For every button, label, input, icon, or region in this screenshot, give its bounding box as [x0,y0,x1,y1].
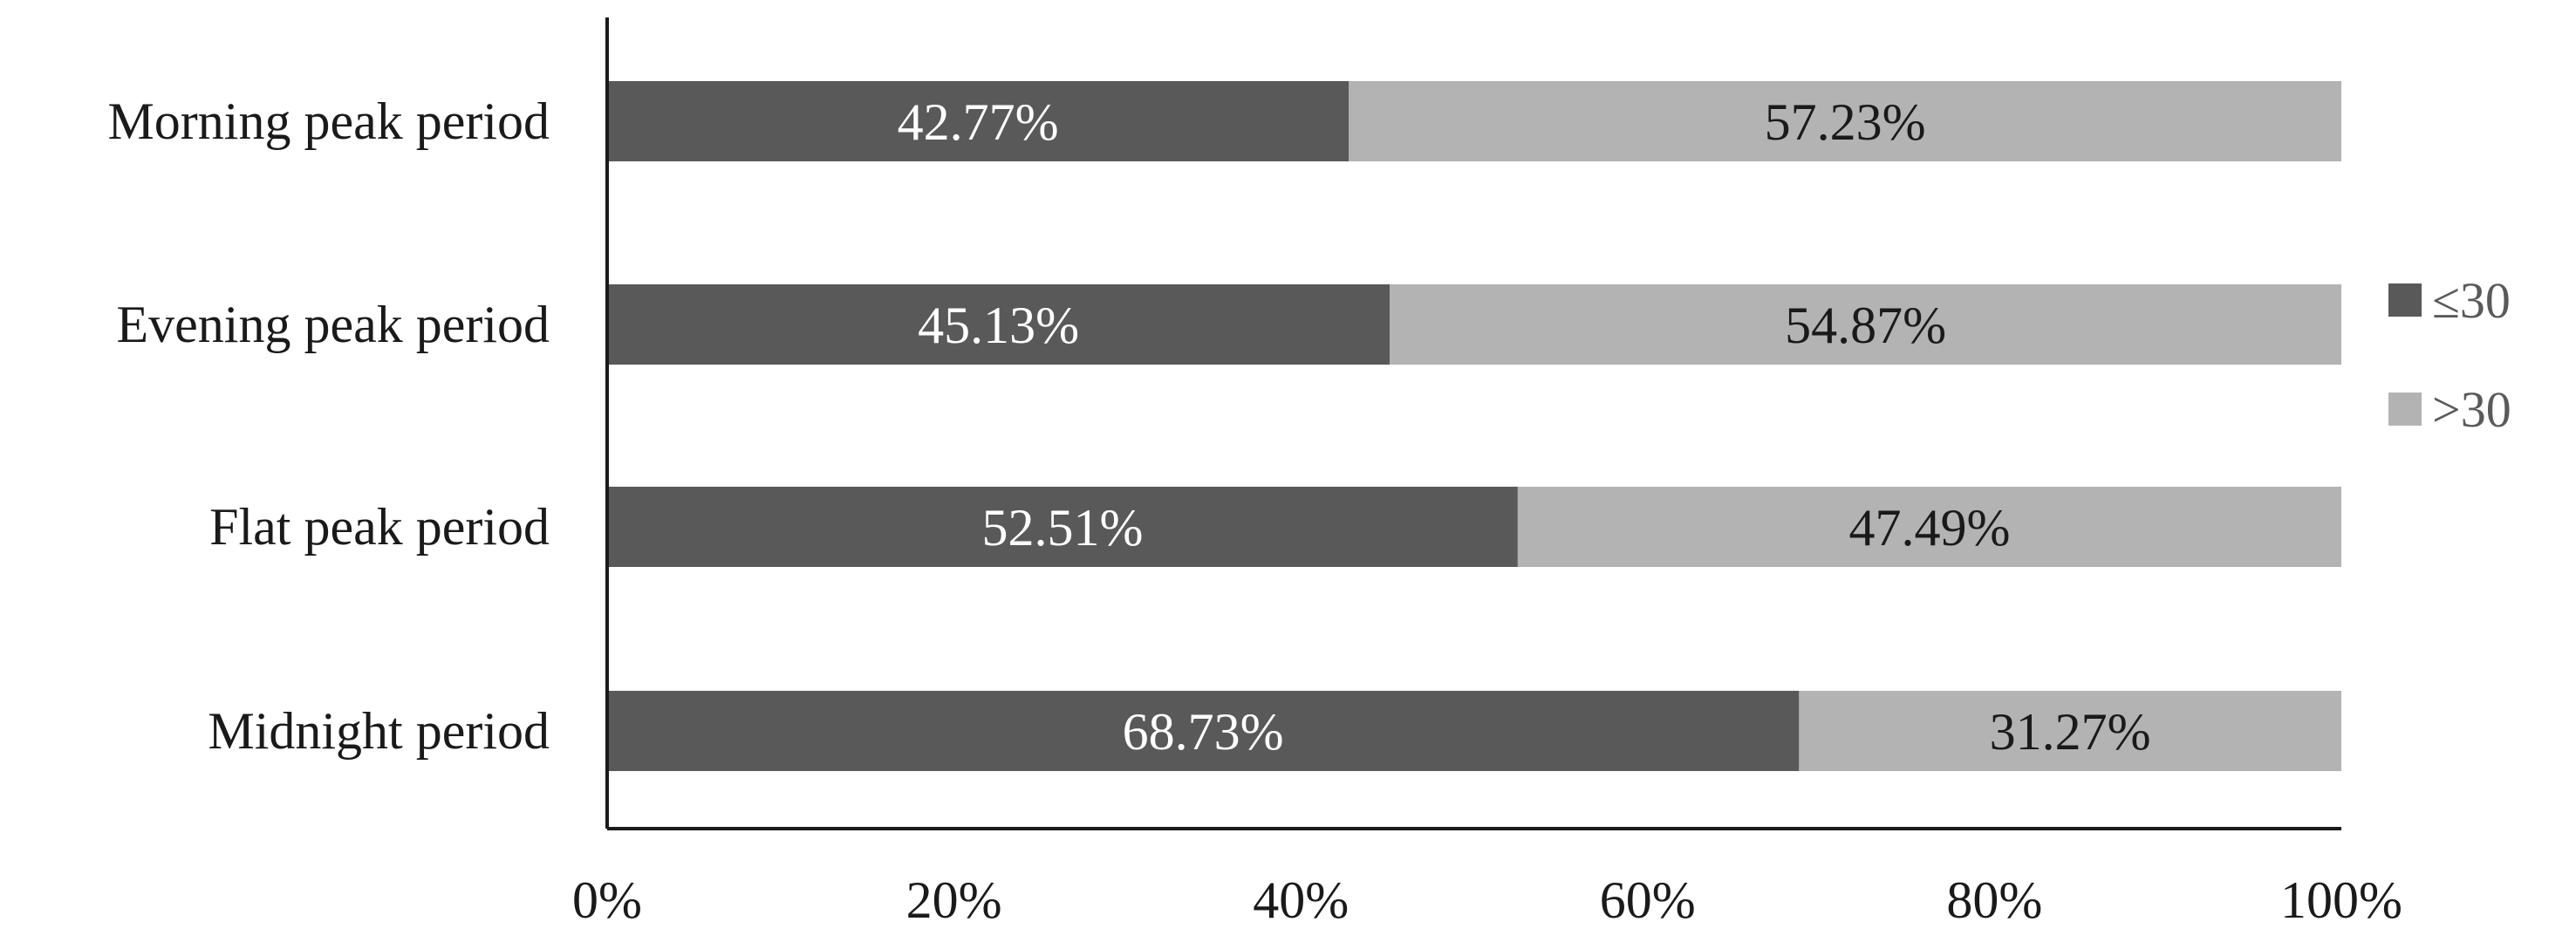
bar-segment-gt30 [1390,284,2341,365]
data-label: 52.51% [981,499,1143,556]
x-tick-label: 40% [1253,871,1349,929]
x-tick-label: 20% [906,871,1002,929]
x-tick-label: 80% [1946,871,2042,929]
data-label: 47.49% [1848,499,2010,556]
legend-swatch [2388,393,2422,426]
bar-segment-le30 [607,81,1349,161]
bar-segment-le30 [607,487,1518,567]
legend-label: >30 [2432,381,2511,438]
data-label: 68.73% [1123,703,1284,761]
category-label: Flat peak period [209,498,550,556]
legend: ≤30 >30 [2388,272,2511,438]
bar-segment-le30 [607,284,1390,365]
x-tick-label: 60% [1600,871,1696,929]
legend-label: ≤30 [2432,272,2511,329]
category-label: Evening peak period [117,296,550,353]
bar-segment-gt30 [1349,81,2341,161]
x-tick-label: 100% [2280,871,2402,929]
bars-layer [607,81,2341,771]
data-labels-layer: 42.77% 57.23% 45.13% 54.87% 52.51% 47.49% 68.7… [898,93,2151,761]
x-tick-labels-layer: 0% 20% 40% 60% 80% 100% [572,871,2402,929]
legend-swatch [2388,283,2422,317]
bar-segment-le30 [607,691,1800,771]
data-label: 31.27% [1990,703,2151,761]
axes-layer [605,17,2341,830]
bar-segment-gt30 [1799,691,2341,771]
bar-segment-gt30 [1517,487,2341,567]
data-label: 45.13% [918,297,1079,354]
data-label: 42.77% [898,93,1059,151]
category-labels-layer: Morning peak period Evening peak period Fl… [107,92,550,760]
x-tick-label: 0% [572,871,642,929]
category-label: Midnight period [208,702,550,760]
data-label: 57.23% [1765,93,1926,151]
category-label: Morning peak period [107,92,550,150]
data-label: 54.87% [1785,297,1946,354]
